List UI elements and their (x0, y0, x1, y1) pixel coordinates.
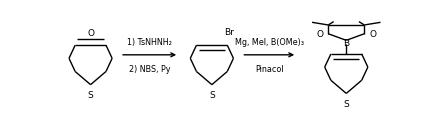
Text: S: S (88, 90, 93, 99)
Text: S: S (343, 99, 349, 108)
Text: Br: Br (224, 28, 234, 37)
Text: O: O (87, 29, 94, 38)
Text: 1) TsNHNH₂: 1) TsNHNH₂ (127, 38, 172, 47)
Text: S: S (209, 90, 215, 99)
Text: O: O (316, 30, 323, 39)
Text: Pinacol: Pinacol (255, 64, 283, 73)
Text: B: B (343, 39, 349, 48)
Text: 2) NBS, Py: 2) NBS, Py (129, 64, 170, 73)
Text: O: O (369, 30, 376, 39)
Text: Mg, MeI, B(OMe)₃: Mg, MeI, B(OMe)₃ (235, 38, 304, 47)
